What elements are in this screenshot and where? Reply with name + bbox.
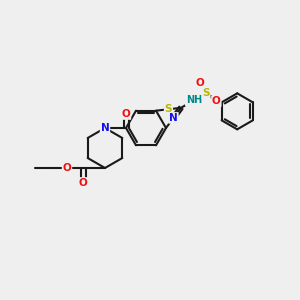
Text: O: O [212,96,221,106]
Text: N: N [169,113,178,123]
Text: O: O [79,178,87,188]
Text: O: O [196,78,204,88]
Text: S: S [202,88,210,98]
Text: O: O [63,163,71,173]
Text: S: S [165,104,172,114]
Text: N: N [100,123,109,133]
Text: NH: NH [186,95,202,105]
Text: O: O [122,109,130,119]
